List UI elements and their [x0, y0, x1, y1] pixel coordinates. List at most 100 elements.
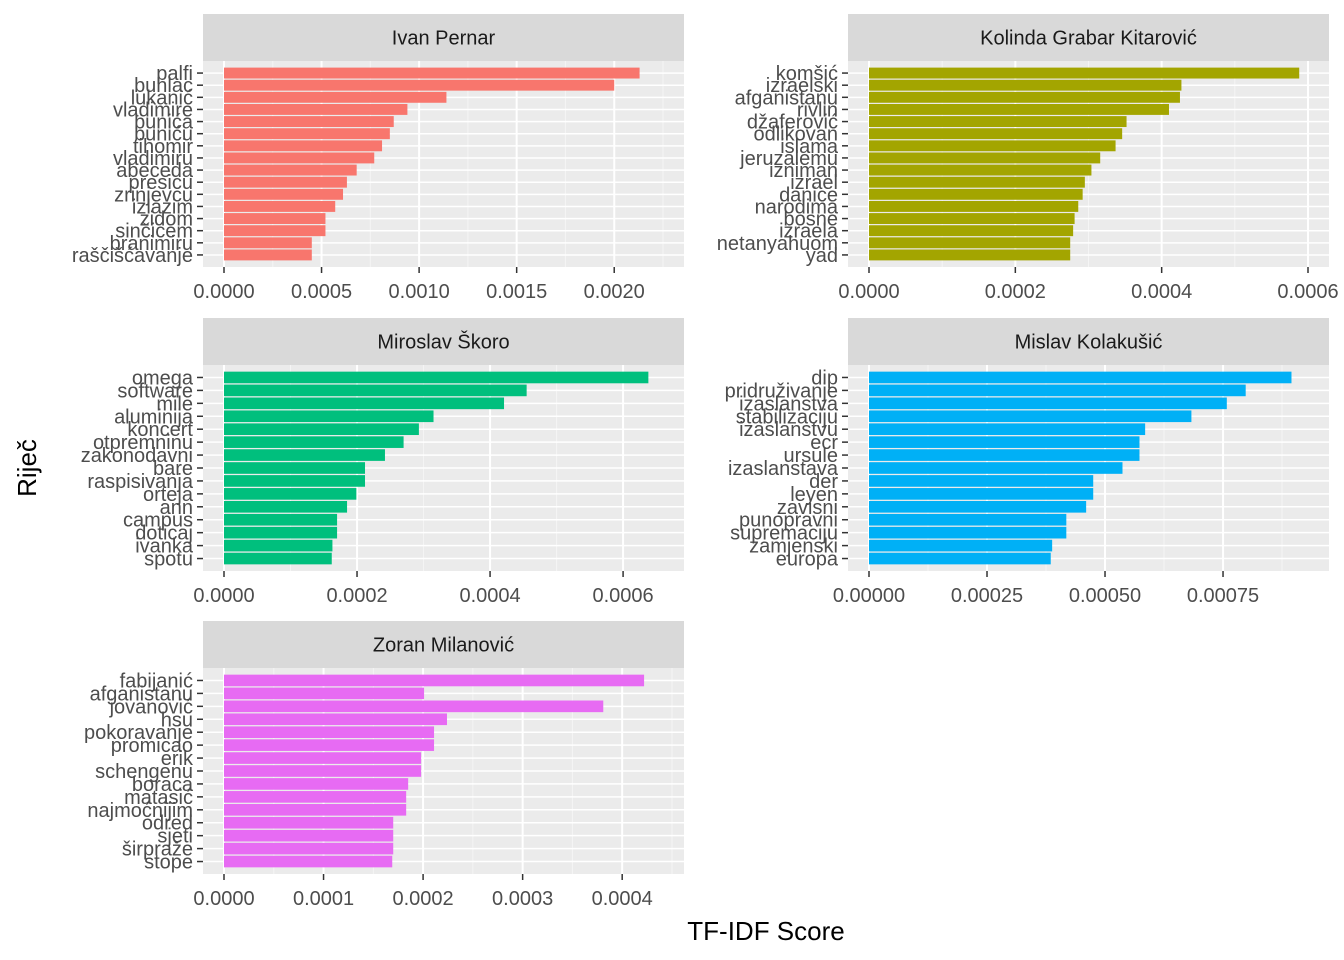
bar — [224, 513, 338, 526]
y-tick-label: pridruživanje — [725, 380, 838, 402]
bar — [224, 152, 375, 164]
bar — [224, 816, 394, 829]
bar — [869, 164, 1092, 176]
bar — [224, 500, 348, 513]
bar — [869, 91, 1180, 103]
bar — [869, 225, 1074, 237]
y-tick-label: širpraže — [122, 839, 193, 861]
y-tick-label: orteja — [143, 484, 194, 506]
facet-title: Miroslav Škoro — [377, 331, 509, 354]
bar — [224, 176, 347, 188]
facet-panel: Zoran Milanović 0.0000 0.0001 0.0002 0.0003 0… — [84, 621, 684, 910]
facet-panels: Ivan Pernar 0.0000 0.0005 0.0010 0.0015 0.002… — [72, 14, 1339, 910]
bar — [224, 423, 419, 436]
bar — [224, 855, 393, 868]
bar — [869, 103, 1169, 115]
bar — [224, 140, 383, 152]
y-tick-label: dip — [811, 367, 838, 389]
y-tick-label: supremaciju — [730, 523, 838, 545]
y-tick-label: branimiru — [110, 233, 193, 255]
bar — [224, 164, 357, 176]
facet-title: Ivan Pernar — [392, 28, 496, 50]
y-tick-label: danice — [779, 184, 838, 206]
y-tick-label: jovanović — [109, 696, 193, 718]
facet-strip — [848, 14, 1329, 61]
y-tick-label: buhlac — [134, 75, 193, 97]
y-tick-label: zrinjevcu — [114, 184, 193, 206]
bar — [224, 397, 505, 410]
bar — [224, 539, 333, 552]
y-tick-label: hsu — [161, 709, 193, 731]
y-tick-label: narodima — [755, 196, 839, 218]
y-tick-label: izraela — [779, 221, 839, 243]
y-tick-label: rivlin — [797, 99, 838, 121]
x-tick-label: 0.0003 — [492, 888, 553, 910]
y-tick-label: izaslanstva — [739, 393, 839, 415]
bar — [869, 249, 1071, 261]
y-tick-label: mile — [156, 393, 193, 415]
bar — [869, 539, 1053, 552]
y-tick-label: sinčićem — [115, 221, 193, 243]
y-tick-label: bunića — [134, 112, 194, 134]
bar — [869, 200, 1079, 212]
bar — [869, 526, 1067, 539]
y-tick-label: pokoravanje — [84, 722, 193, 744]
x-tick-label: 0.0002 — [326, 585, 387, 607]
y-tick-label: koncert — [127, 419, 193, 441]
x-tick-label: 0.00075 — [1187, 585, 1259, 607]
y-tick-label: raščišćavanje — [72, 245, 193, 267]
bar — [224, 436, 404, 448]
facet-strip — [203, 318, 684, 365]
x-axis-title: TF-IDF Score — [687, 916, 844, 946]
bar — [224, 726, 435, 739]
y-tick-label: raspisivanja — [87, 471, 193, 493]
y-tick-label: software — [117, 380, 193, 402]
y-tick-label: jeruzalemu — [739, 148, 838, 170]
y-tick-label: vladimire — [113, 99, 193, 121]
x-tick-label: 0.0001 — [293, 888, 354, 910]
bar — [224, 739, 435, 751]
y-tick-label: spotu — [144, 549, 193, 571]
bar — [224, 829, 394, 842]
bar — [224, 778, 409, 790]
bar — [224, 128, 390, 140]
bar — [224, 200, 336, 212]
bar — [224, 188, 344, 200]
x-tick-label: 0.0020 — [584, 281, 645, 303]
bar — [869, 152, 1101, 164]
bar — [869, 410, 1192, 423]
facet-title: Mislav Kolakušić — [1015, 332, 1163, 354]
bar — [869, 462, 1123, 474]
bar — [224, 116, 394, 128]
bar — [224, 488, 357, 500]
y-tick-label: omega — [132, 367, 194, 389]
bar — [224, 225, 326, 237]
y-tick-label: palfi — [156, 63, 193, 85]
y-tick-label: ursule — [784, 445, 838, 467]
y-tick-label: fabijanić — [120, 670, 193, 692]
bar — [224, 91, 447, 103]
bar — [224, 410, 434, 423]
y-tick-label: buniću — [134, 124, 193, 146]
bar — [224, 384, 527, 397]
y-tick-label: stope — [144, 852, 193, 874]
y-tick-label: netanyahuom — [717, 233, 838, 255]
bar — [224, 687, 425, 700]
y-tick-label: izlazim — [132, 196, 193, 218]
bar — [224, 674, 645, 687]
y-tick-label: zamjenski — [749, 536, 838, 558]
bar — [869, 384, 1246, 397]
y-tick-label: tihomir — [133, 136, 193, 158]
x-tick-label: 0.00050 — [1069, 585, 1141, 607]
bar — [869, 397, 1227, 410]
y-tick-label: vladimiru — [113, 148, 193, 170]
y-tick-label: izaslanstvu — [739, 419, 838, 441]
y-tick-label: sjeti — [157, 826, 193, 848]
facet-panel: Mislav Kolakušić 0.00000 0.00025 0.00050 0.0… — [725, 318, 1329, 607]
y-tick-label: ivanka — [135, 536, 194, 558]
x-tick-label: 0.00000 — [833, 585, 905, 607]
bar — [224, 713, 447, 726]
bar — [224, 752, 422, 764]
x-tick-label: 0.0004 — [459, 585, 520, 607]
facet-strip — [203, 621, 684, 668]
